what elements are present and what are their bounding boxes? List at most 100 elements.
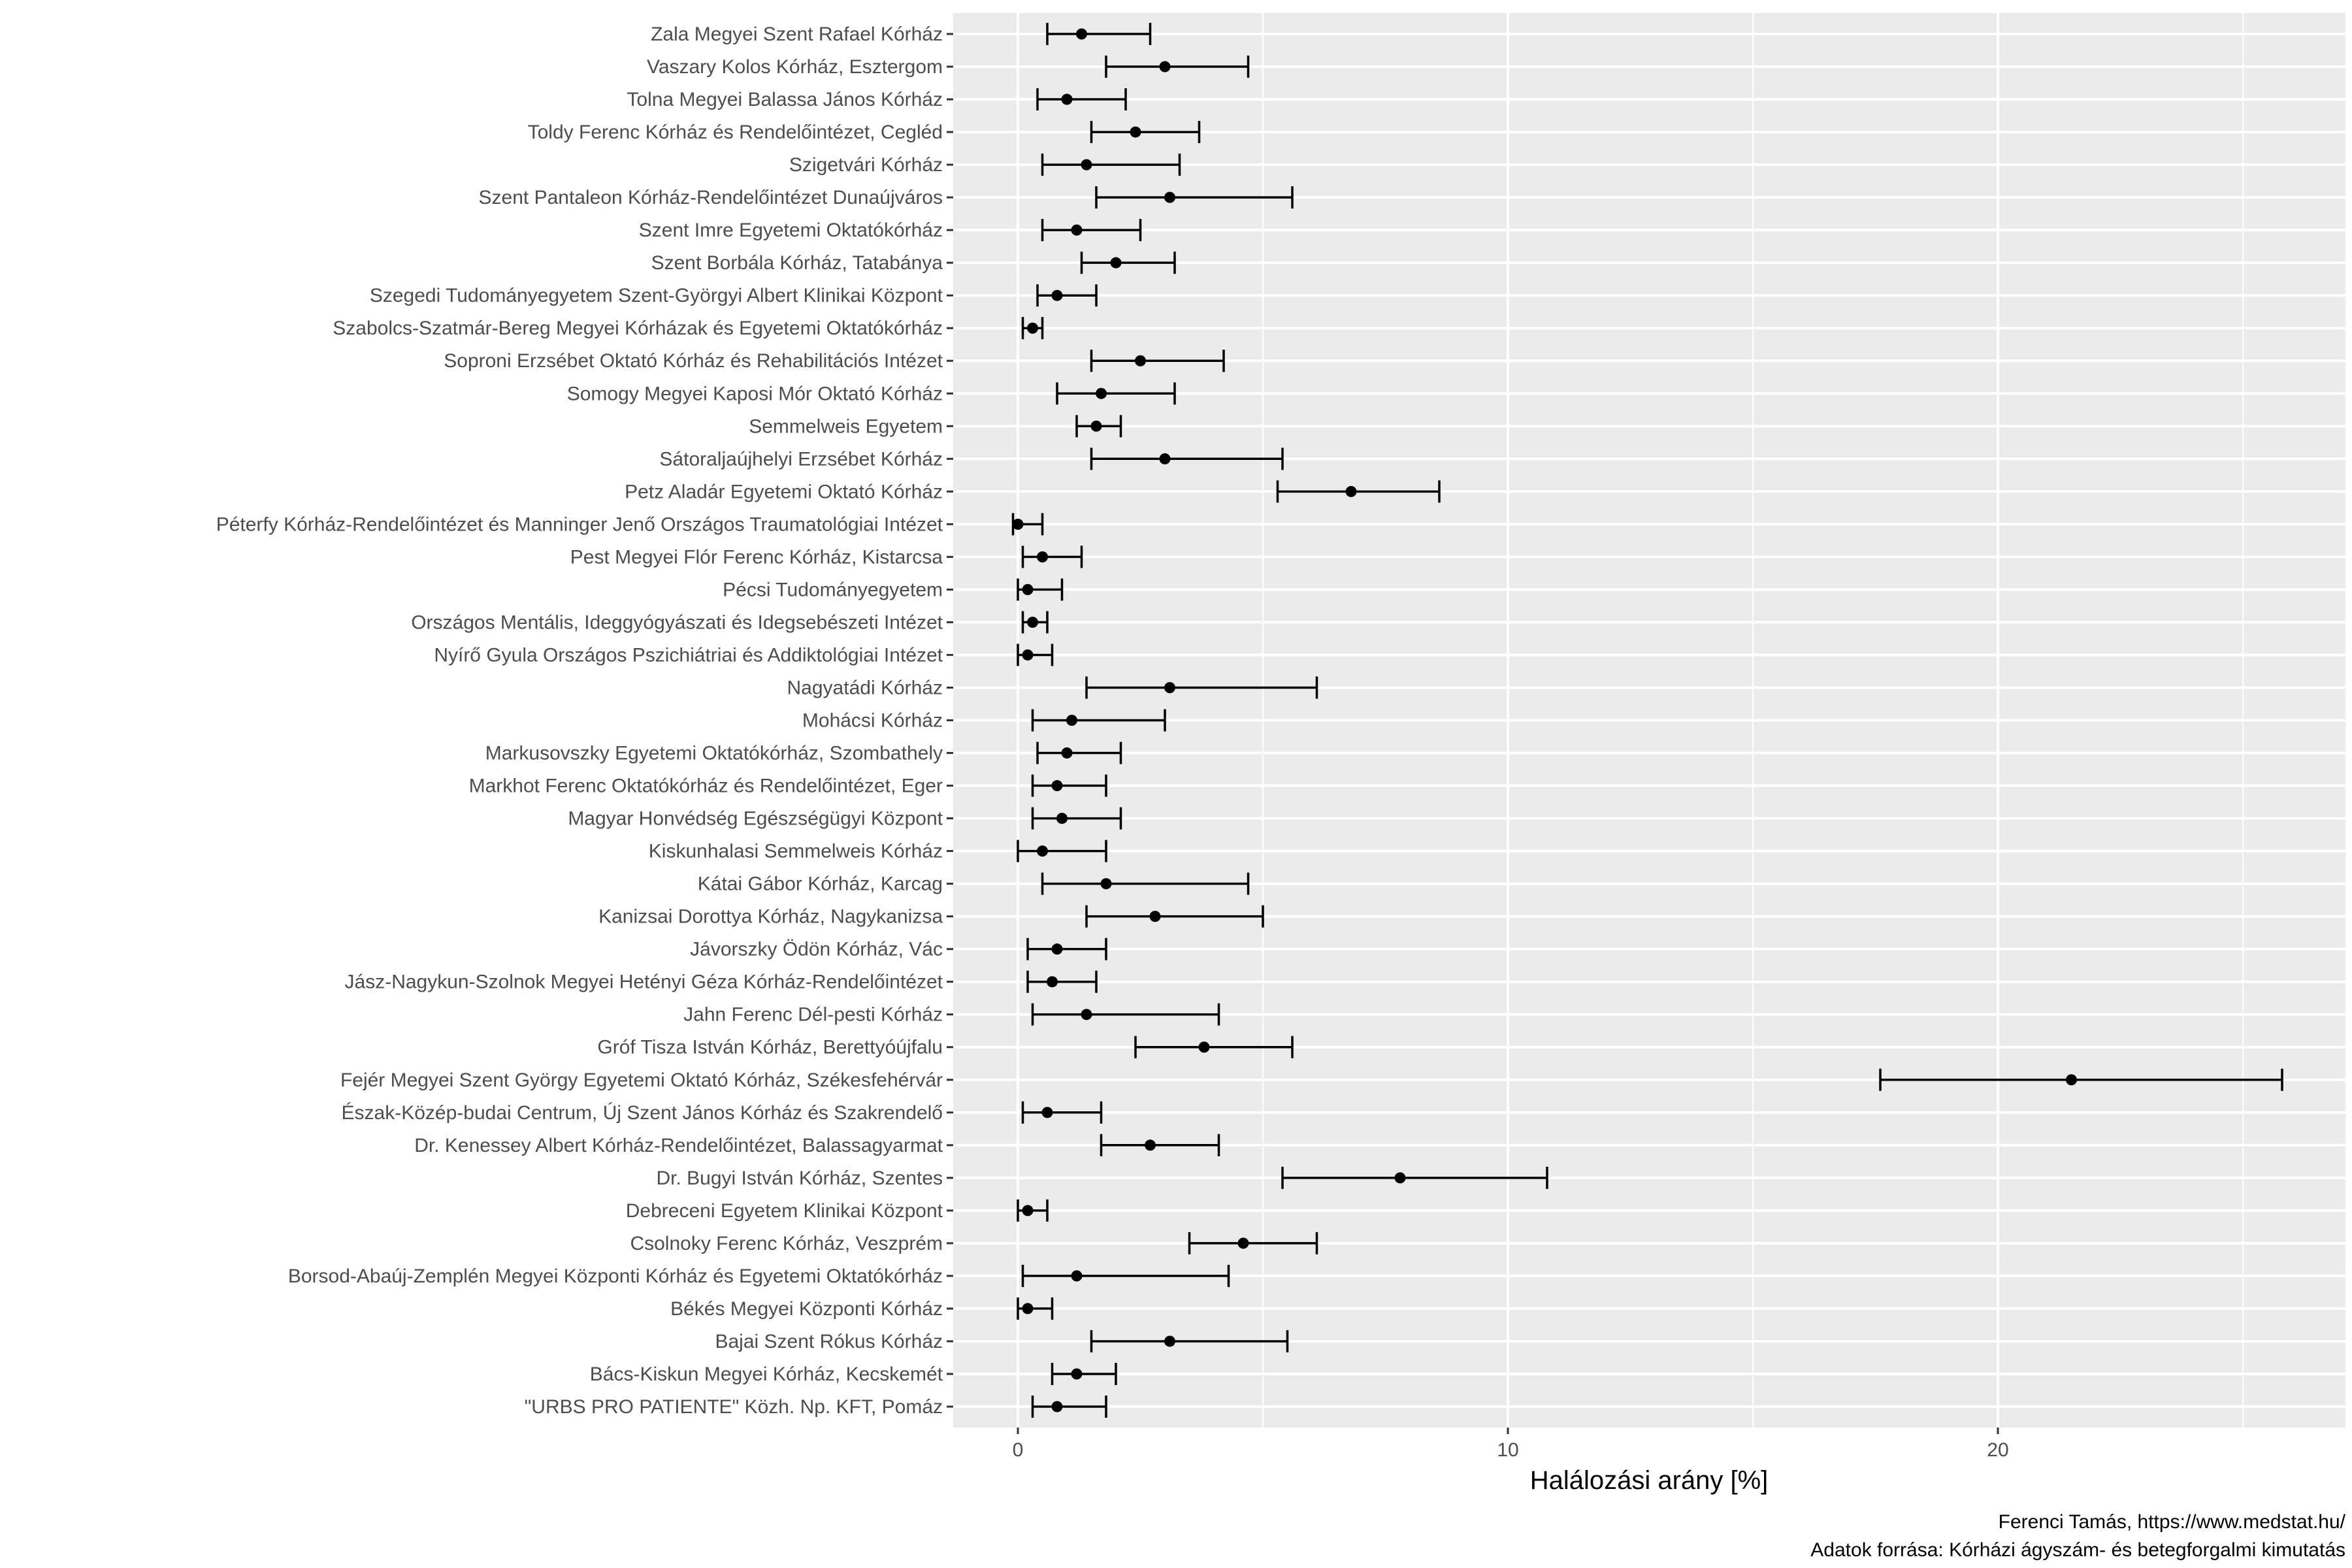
estimate-point xyxy=(1394,1172,1406,1184)
category-label: Dr. Kenessey Albert Kórház-Rendelőintéze… xyxy=(414,1135,943,1156)
category-label: Markusovszky Egyetemi Oktatókórház, Szom… xyxy=(485,743,943,764)
category-label: Kiskunhalasi Semmelweis Kórház xyxy=(649,841,943,862)
y-axis-ticks xyxy=(947,33,953,1408)
estimate-point xyxy=(1071,1270,1083,1282)
error-bar xyxy=(1031,1395,1107,1418)
estimate-points xyxy=(1012,28,2077,1413)
error-bars xyxy=(1011,22,2283,1418)
category-label: Nyírő Gyula Országos Pszichiátriai és Ad… xyxy=(434,644,943,666)
estimate-point xyxy=(1071,224,1083,236)
estimate-point xyxy=(1051,289,1063,301)
category-label: Pest Megyei Flór Ferenc Kórház, Kistarcs… xyxy=(570,546,943,568)
estimate-point xyxy=(1061,93,1073,105)
error-bar xyxy=(1276,480,1441,503)
category-label: Csolnoky Ferenc Kórház, Veszprém xyxy=(630,1233,943,1254)
error-bar xyxy=(1090,350,1225,372)
error-bar xyxy=(1041,219,1142,242)
error-bar xyxy=(1021,1264,1230,1287)
error-bar xyxy=(1095,186,1294,209)
estimate-point xyxy=(2066,1074,2077,1086)
category-label: Fejér Megyei Szent György Egyetemi Oktat… xyxy=(340,1070,943,1091)
category-label: Kanizsai Dorottya Kórház, Nagykanizsa xyxy=(598,906,943,928)
estimate-point xyxy=(1071,1368,1083,1380)
estimate-point xyxy=(1056,813,1068,825)
category-label: Magyar Honvédség Egészségügyi Központ xyxy=(568,808,943,830)
estimate-point xyxy=(1027,616,1038,628)
error-bar xyxy=(1036,88,1127,111)
error-bar xyxy=(1188,1232,1318,1254)
category-label: Gróf Tisza István Kórház, Berettyóújfalu xyxy=(597,1037,943,1058)
category-label: Nagyatádi Kórház xyxy=(787,677,943,698)
error-bar xyxy=(1041,154,1181,176)
error-bar xyxy=(1046,22,1152,46)
x-tick-label: 10 xyxy=(1497,1439,1518,1461)
category-label: Észak-Közép-budai Centrum, Új Szent Jáno… xyxy=(342,1102,943,1124)
estimate-point xyxy=(1130,126,1141,138)
estimate-point xyxy=(1022,1205,1034,1217)
category-label: Békés Megyei Központi Kórház xyxy=(670,1298,943,1320)
category-label: Zala Megyei Szent Rafael Kórház xyxy=(651,24,943,45)
x-axis-ticks xyxy=(1017,1428,1999,1434)
error-bar xyxy=(1026,970,1098,993)
category-label: Dr. Bugyi István Kórház, Szentes xyxy=(656,1168,943,1189)
estimate-point xyxy=(1135,355,1146,367)
category-label: Markhot Ferenc Oktatókórház és Rendelőin… xyxy=(469,776,943,797)
category-label: Debreceni Egyetem Klinikai Központ xyxy=(626,1200,943,1222)
category-label: Semmelweis Egyetem xyxy=(749,416,943,437)
error-bar xyxy=(1036,742,1122,764)
estimate-point xyxy=(1081,1009,1092,1021)
error-bar xyxy=(1085,676,1318,699)
category-label: Pécsi Tudományegyetem xyxy=(723,579,943,600)
error-bar xyxy=(1281,1166,1548,1189)
estimate-point xyxy=(1345,485,1357,497)
category-label: Országos Mentális, Ideggyógyászati és Id… xyxy=(411,612,943,633)
error-bar xyxy=(1036,284,1098,307)
x-tick-label: 20 xyxy=(1987,1439,2008,1461)
category-label: Szent Pantaleon Kórház-Rendelőintézet Du… xyxy=(479,187,943,208)
category-label: Szabolcs-Szatmár-Bereg Megyei Kórházak é… xyxy=(333,318,943,339)
estimate-point xyxy=(1051,780,1063,792)
y-axis-labels: Zala Megyei Szent Rafael Kórház Vaszary K… xyxy=(216,24,943,1418)
estimate-point xyxy=(1076,28,1087,40)
error-bar xyxy=(1031,1003,1220,1026)
category-label: Szent Imre Egyetemi Oktatókórház xyxy=(639,220,943,241)
category-label: Bács-Kiskun Megyei Kórház, Kecskemét xyxy=(590,1364,943,1385)
category-label: Szent Borbála Kórház, Tatabánya xyxy=(651,252,943,274)
x-axis-title: Halálozási arány [%] xyxy=(1530,1466,1769,1495)
error-bar xyxy=(1017,840,1107,862)
error-bar xyxy=(1021,1101,1103,1124)
category-label: Jász-Nagykun-Szolnok Megyei Hetényi Géza… xyxy=(345,972,943,993)
category-label: Borsod-Abaúj-Zemplén Megyei Központi Kór… xyxy=(288,1266,943,1287)
category-label: Sátoraljaújhelyi Erzsébet Kórház xyxy=(659,448,943,470)
estimate-point xyxy=(1237,1237,1249,1249)
estimate-point xyxy=(1100,878,1112,890)
error-bar xyxy=(1041,872,1250,895)
estimate-point xyxy=(1110,257,1122,269)
estimate-point xyxy=(1061,747,1073,759)
error-bar xyxy=(1134,1036,1294,1058)
estimate-point xyxy=(1037,845,1048,857)
estimate-point xyxy=(1012,518,1024,530)
category-label: "URBS PRO PATIENTE" Közh. Np. KFT, Pomáz xyxy=(525,1396,943,1418)
category-label: Szigetvári Kórház xyxy=(789,154,943,176)
category-label: Somogy Megyei Kaposi Mór Oktató Kórház xyxy=(567,383,943,404)
estimate-point xyxy=(1145,1139,1156,1151)
error-bar xyxy=(1105,56,1250,78)
category-label: Kátai Gábor Kórház, Karcag xyxy=(698,874,943,895)
estimate-point xyxy=(1164,191,1175,203)
x-tick-label: 0 xyxy=(1013,1439,1024,1461)
caption-source: Adatok forrása: Kórházi ágyszám- és bete… xyxy=(1810,1539,2345,1561)
x-axis-labels: 0 10 20 xyxy=(1013,1439,2009,1461)
category-label: Jahn Ferenc Dél-pesti Kórház xyxy=(683,1004,943,1026)
error-bar xyxy=(1051,1362,1117,1385)
estimate-point xyxy=(1051,943,1063,955)
estimate-point xyxy=(1037,551,1048,563)
error-bar xyxy=(1080,252,1176,274)
category-label: Soproni Erzsébet Oktató Kórház és Rehabi… xyxy=(444,350,943,372)
estimate-point xyxy=(1022,649,1034,661)
estimate-point xyxy=(1081,159,1092,171)
error-bar xyxy=(1031,774,1107,797)
major-gridlines xyxy=(953,13,2345,1428)
estimate-point xyxy=(1198,1041,1210,1053)
error-bar xyxy=(1090,121,1201,144)
